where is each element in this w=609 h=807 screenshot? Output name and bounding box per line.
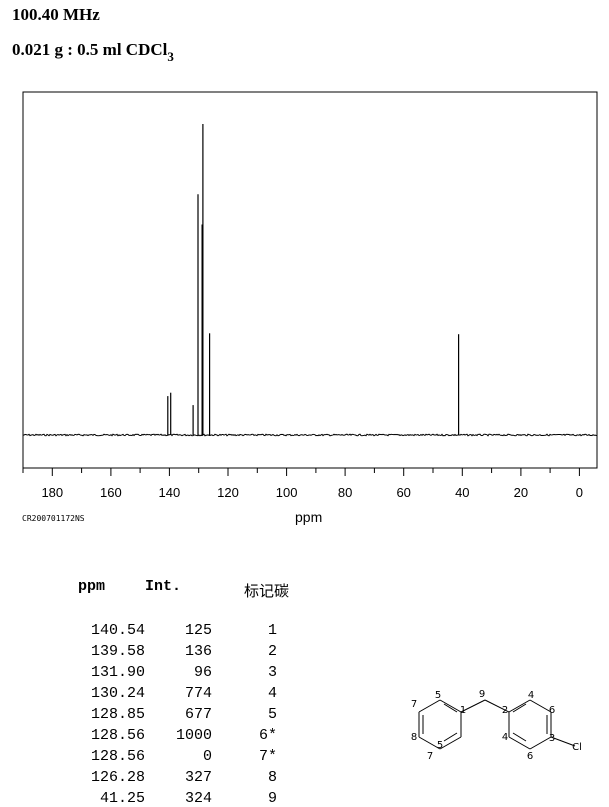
tick-label-40: 40 bbox=[455, 485, 469, 500]
plot-frame bbox=[22, 91, 598, 469]
bridge-bond-2 bbox=[484, 699, 510, 713]
ringA-bond-5 bbox=[418, 699, 441, 713]
tick-label-140: 140 bbox=[159, 485, 181, 500]
sample-subscript: 3 bbox=[167, 49, 174, 64]
cell-int: 677 bbox=[184, 706, 212, 723]
atom-label-13: Cl bbox=[572, 742, 582, 753]
cell-int: 125 bbox=[184, 622, 212, 639]
cell-int: 774 bbox=[184, 685, 212, 702]
cell-carbon: 1 bbox=[267, 622, 277, 639]
cell-carbon: 2 bbox=[267, 643, 277, 660]
atom-label-5: 4 bbox=[528, 690, 534, 701]
cell-int: 136 bbox=[184, 643, 212, 660]
cell-ppm: 140.54 bbox=[90, 622, 145, 639]
spectrum-code: CR200701172NS bbox=[22, 514, 85, 523]
frequency-label: 100.40 MHz bbox=[12, 5, 100, 24]
ringB-bond-3 bbox=[508, 736, 531, 750]
atom-label-9: 7 bbox=[427, 751, 433, 762]
tick-label-80: 80 bbox=[338, 485, 352, 500]
cell-int: 1000 bbox=[175, 727, 212, 744]
tick-label-20: 20 bbox=[514, 485, 528, 500]
cell-int: 96 bbox=[193, 664, 212, 681]
cell-ppm: 128.56 bbox=[90, 727, 145, 744]
atom-label-6: 6 bbox=[549, 705, 555, 716]
ringA-double-2 bbox=[443, 732, 458, 742]
ringB-double-1 bbox=[512, 703, 527, 713]
atom-label-2: 1 bbox=[460, 705, 466, 716]
ringA-bond-3 bbox=[418, 736, 441, 750]
tick-label-160: 160 bbox=[100, 485, 122, 500]
ringA-double-1 bbox=[443, 703, 458, 713]
ringA-bond-2 bbox=[439, 736, 462, 750]
ringB-bond-2 bbox=[529, 736, 552, 750]
cell-ppm: 126.28 bbox=[90, 769, 145, 786]
sample-label: 0.021 g : 0.5 ml CDCl3 bbox=[12, 40, 174, 65]
header-carbon: 标记碳 bbox=[244, 582, 290, 600]
atom-label-0: 7 bbox=[411, 699, 417, 710]
baseline bbox=[22, 433, 598, 437]
ringB-bond-0 bbox=[529, 699, 552, 713]
tick-label-120: 120 bbox=[217, 485, 239, 500]
tick-label-100: 100 bbox=[276, 485, 298, 500]
cell-carbon: 9 bbox=[267, 790, 277, 807]
atom-label-12: 3 bbox=[549, 733, 555, 744]
cell-carbon: 3 bbox=[267, 664, 277, 681]
ringB-double-2 bbox=[512, 732, 527, 742]
ringB-bond-5 bbox=[508, 699, 531, 713]
cell-ppm: 128.56 bbox=[90, 748, 145, 765]
cl-bond bbox=[550, 736, 576, 747]
atom-label-11: 6 bbox=[527, 751, 533, 762]
cell-carbon: 8 bbox=[267, 769, 277, 786]
tick-label-180: 180 bbox=[41, 485, 63, 500]
atom-label-1: 5 bbox=[435, 690, 441, 701]
cell-ppm: 139.58 bbox=[90, 643, 145, 660]
sample-text: 0.021 g : 0.5 ml CDCl bbox=[12, 40, 168, 59]
atom-label-4: 2 bbox=[502, 705, 508, 716]
atom-label-10: 4 bbox=[502, 732, 508, 743]
cell-int: 0 bbox=[202, 748, 212, 765]
cell-carbon: 5 bbox=[267, 706, 277, 723]
cell-ppm: 131.90 bbox=[90, 664, 145, 681]
cell-int: 327 bbox=[184, 769, 212, 786]
atom-label-8: 5 bbox=[437, 740, 443, 751]
atom-label-3: 9 bbox=[479, 689, 485, 700]
cell-carbon: 6* bbox=[258, 727, 277, 744]
header-int: Int. bbox=[145, 578, 182, 595]
tick-label-60: 60 bbox=[396, 485, 410, 500]
cell-carbon: 7* bbox=[258, 748, 277, 765]
cell-ppm: 128.85 bbox=[90, 706, 145, 723]
cell-carbon: 4 bbox=[267, 685, 277, 702]
header-ppm: ppm bbox=[78, 578, 106, 595]
cell-ppm: 130.24 bbox=[90, 685, 145, 702]
bridge-bond-1 bbox=[460, 699, 486, 713]
tick-label-0: 0 bbox=[576, 485, 583, 500]
x-axis-label: ppm bbox=[295, 509, 323, 525]
spectrum-chart: 180 160 140 120 100 80 60 40 20 0 bbox=[22, 91, 598, 500]
ringA-bond-0 bbox=[439, 699, 462, 713]
atom-label-7: 8 bbox=[411, 732, 417, 743]
